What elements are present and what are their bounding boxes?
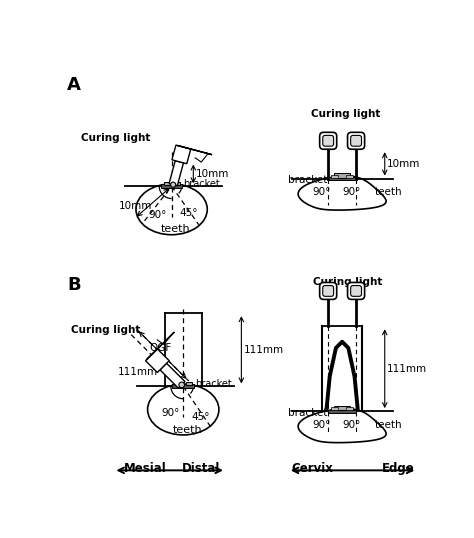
Ellipse shape (147, 384, 219, 435)
Ellipse shape (136, 184, 207, 235)
FancyBboxPatch shape (351, 136, 362, 146)
Bar (334, 173, 350, 178)
Text: teeth: teeth (173, 424, 202, 435)
Text: 45°: 45° (191, 412, 210, 422)
FancyBboxPatch shape (323, 136, 334, 146)
Text: 90°: 90° (313, 187, 331, 197)
Text: 45°: 45° (180, 208, 198, 218)
Text: Cervix: Cervix (292, 462, 334, 475)
Text: Curing light: Curing light (71, 325, 140, 335)
FancyBboxPatch shape (347, 282, 365, 300)
Text: Distal: Distal (182, 462, 220, 475)
Bar (334, 406, 350, 410)
Polygon shape (147, 332, 174, 359)
FancyBboxPatch shape (319, 282, 337, 300)
Circle shape (171, 182, 176, 187)
Bar (175, 382, 182, 385)
Bar (331, 175, 338, 178)
Text: A: A (67, 76, 81, 94)
Bar (346, 175, 353, 178)
Text: 90°: 90° (342, 420, 361, 430)
Polygon shape (172, 145, 191, 164)
Text: Mesial: Mesial (124, 462, 166, 475)
Text: 90°: 90° (313, 420, 331, 430)
Text: teeth: teeth (161, 224, 191, 233)
Text: bracket: bracket (183, 179, 220, 189)
FancyBboxPatch shape (323, 286, 334, 296)
Text: 90°: 90° (162, 408, 180, 419)
FancyBboxPatch shape (319, 132, 337, 149)
Text: B: B (67, 277, 81, 294)
Text: 90°: 90° (148, 210, 167, 221)
Bar (161, 184, 182, 188)
Bar (164, 182, 170, 185)
Polygon shape (298, 409, 386, 443)
Bar (174, 182, 180, 185)
FancyBboxPatch shape (351, 286, 362, 296)
Text: 10mm: 10mm (119, 201, 152, 211)
Polygon shape (169, 161, 183, 186)
Polygon shape (160, 363, 185, 388)
Bar (186, 382, 192, 385)
Polygon shape (298, 176, 386, 210)
Bar (328, 409, 356, 413)
Bar (328, 177, 356, 180)
Text: bracket: bracket (195, 379, 232, 389)
Text: Curing light: Curing light (81, 133, 150, 143)
Text: 111mm: 111mm (244, 345, 284, 355)
Circle shape (179, 382, 184, 388)
Bar (331, 407, 338, 410)
Text: Edge: Edge (382, 462, 414, 475)
Text: bracket: bracket (288, 408, 327, 417)
Text: teeth: teeth (374, 420, 402, 430)
Text: 111mm: 111mm (118, 367, 158, 377)
Polygon shape (146, 349, 169, 372)
Bar (173, 384, 194, 388)
Text: bracket: bracket (288, 175, 327, 185)
Bar (346, 407, 353, 410)
Text: Curing light: Curing light (313, 277, 382, 287)
Text: 10mm: 10mm (387, 159, 420, 169)
Text: teeth: teeth (374, 187, 402, 197)
Text: 111mm: 111mm (387, 364, 427, 374)
Text: OGF: OGF (149, 343, 172, 353)
FancyBboxPatch shape (347, 132, 365, 149)
Polygon shape (178, 145, 212, 155)
Text: Curing light: Curing light (311, 109, 381, 119)
Text: 10mm: 10mm (196, 169, 229, 179)
Text: 90°: 90° (342, 187, 361, 197)
